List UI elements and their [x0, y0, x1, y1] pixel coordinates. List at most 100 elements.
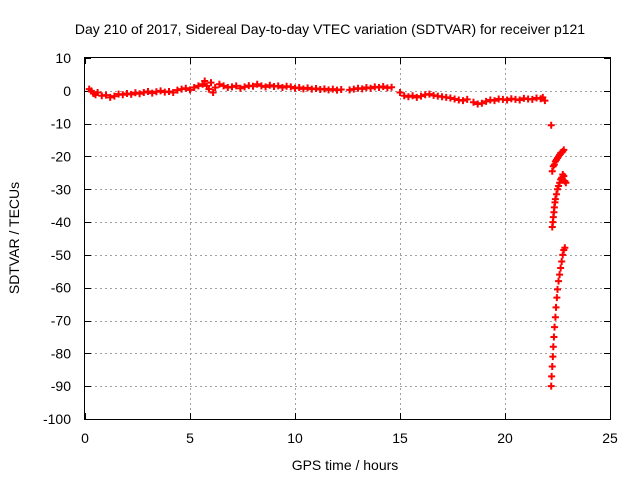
data-point [253, 80, 261, 88]
data-point [144, 87, 152, 95]
data-point [548, 362, 556, 370]
data-point [287, 83, 295, 91]
y-tick-label: -20 [51, 148, 71, 164]
data-point [304, 84, 312, 92]
data-point [205, 85, 213, 93]
data-point [148, 89, 156, 97]
data-point [503, 96, 511, 104]
data-point [470, 98, 477, 106]
data-point [559, 251, 567, 259]
data-point [561, 244, 569, 252]
data-point [207, 79, 215, 87]
data-point [182, 84, 190, 92]
data-point [396, 88, 404, 96]
y-tick-label: -10 [51, 116, 71, 132]
data-point [409, 92, 417, 100]
y-tick-label: -100 [43, 411, 71, 427]
data-point [232, 82, 240, 90]
data-point [215, 80, 223, 88]
data-point [236, 84, 244, 92]
data-point [554, 285, 561, 293]
data-point [169, 88, 177, 96]
data-point [358, 85, 366, 93]
data-point [194, 82, 202, 90]
y-tick-label: 0 [63, 83, 71, 99]
data-point [157, 87, 165, 95]
data-point [136, 90, 144, 98]
data-point [548, 372, 556, 380]
data-point [516, 96, 524, 104]
y-tick-label: -40 [51, 214, 71, 230]
data-point [555, 277, 563, 285]
data-point [266, 81, 274, 89]
data-point [94, 88, 102, 96]
x-tick-label: 20 [497, 430, 513, 446]
data-point [220, 82, 228, 90]
data-point [553, 294, 561, 302]
data-point [425, 90, 433, 98]
x-tick-label: 25 [602, 430, 618, 446]
data-point [186, 86, 194, 94]
x-tick-label: 0 [81, 430, 89, 446]
data-point [560, 172, 568, 180]
data-point [337, 86, 345, 94]
data-point [556, 271, 564, 279]
data-point [274, 82, 282, 90]
data-point [550, 333, 558, 341]
y-tick-label: -80 [51, 345, 71, 361]
data-point [127, 90, 135, 98]
data-point [241, 83, 249, 91]
y-tick-label: -70 [51, 313, 71, 329]
data-point [201, 77, 209, 85]
y-tick-label: -90 [51, 378, 71, 394]
data-point [119, 91, 127, 99]
data-point [552, 190, 560, 198]
data-point [551, 313, 559, 321]
data-point [413, 93, 421, 101]
data-point [190, 84, 198, 92]
data-point [209, 88, 217, 96]
data-points [85, 77, 570, 390]
data-point [106, 93, 114, 101]
data-point [562, 179, 570, 187]
plot-frame [84, 57, 611, 420]
data-point [278, 84, 286, 92]
data-point [211, 84, 219, 92]
data-point [528, 95, 536, 103]
x-tick-label: 15 [392, 430, 408, 446]
data-point [552, 303, 560, 311]
y-tick-label: -60 [51, 280, 71, 296]
data-point [548, 167, 556, 175]
data-point [367, 84, 375, 92]
data-point [249, 82, 257, 90]
grid [85, 58, 610, 419]
axis-ticks [85, 58, 611, 420]
data-point [463, 95, 471, 103]
data-point [557, 264, 565, 272]
y-tick-labels: 10 0 -10 -20 -30 -40 -50 -60 -70 -80 -90 -100 [43, 50, 71, 427]
data-point [388, 83, 396, 91]
data-point [478, 99, 486, 107]
x-axis-label: GPS time / hours [292, 457, 399, 473]
data-point [549, 343, 557, 351]
y-tick-label: 10 [55, 50, 71, 66]
y-tick-label: -30 [51, 181, 71, 197]
data-point [541, 97, 549, 105]
y-tick-label: -50 [51, 247, 71, 263]
chart-title: Day 210 of 2017, Sidereal Day-to-day VTE… [75, 21, 585, 37]
data-point [491, 97, 498, 105]
data-point [379, 83, 387, 91]
y-axis-label: SDTVAR / TECUs [6, 182, 22, 294]
data-point [102, 91, 110, 99]
data-point [551, 323, 559, 331]
data-point [459, 97, 467, 105]
data-point [417, 92, 425, 100]
data-point [262, 83, 270, 91]
data-point [558, 257, 566, 265]
data-point [549, 353, 557, 361]
x-tick-label: 10 [287, 430, 303, 446]
x-tick-label: 5 [186, 430, 194, 446]
data-point [551, 195, 559, 203]
data-point [295, 84, 303, 92]
data-point [482, 97, 490, 105]
